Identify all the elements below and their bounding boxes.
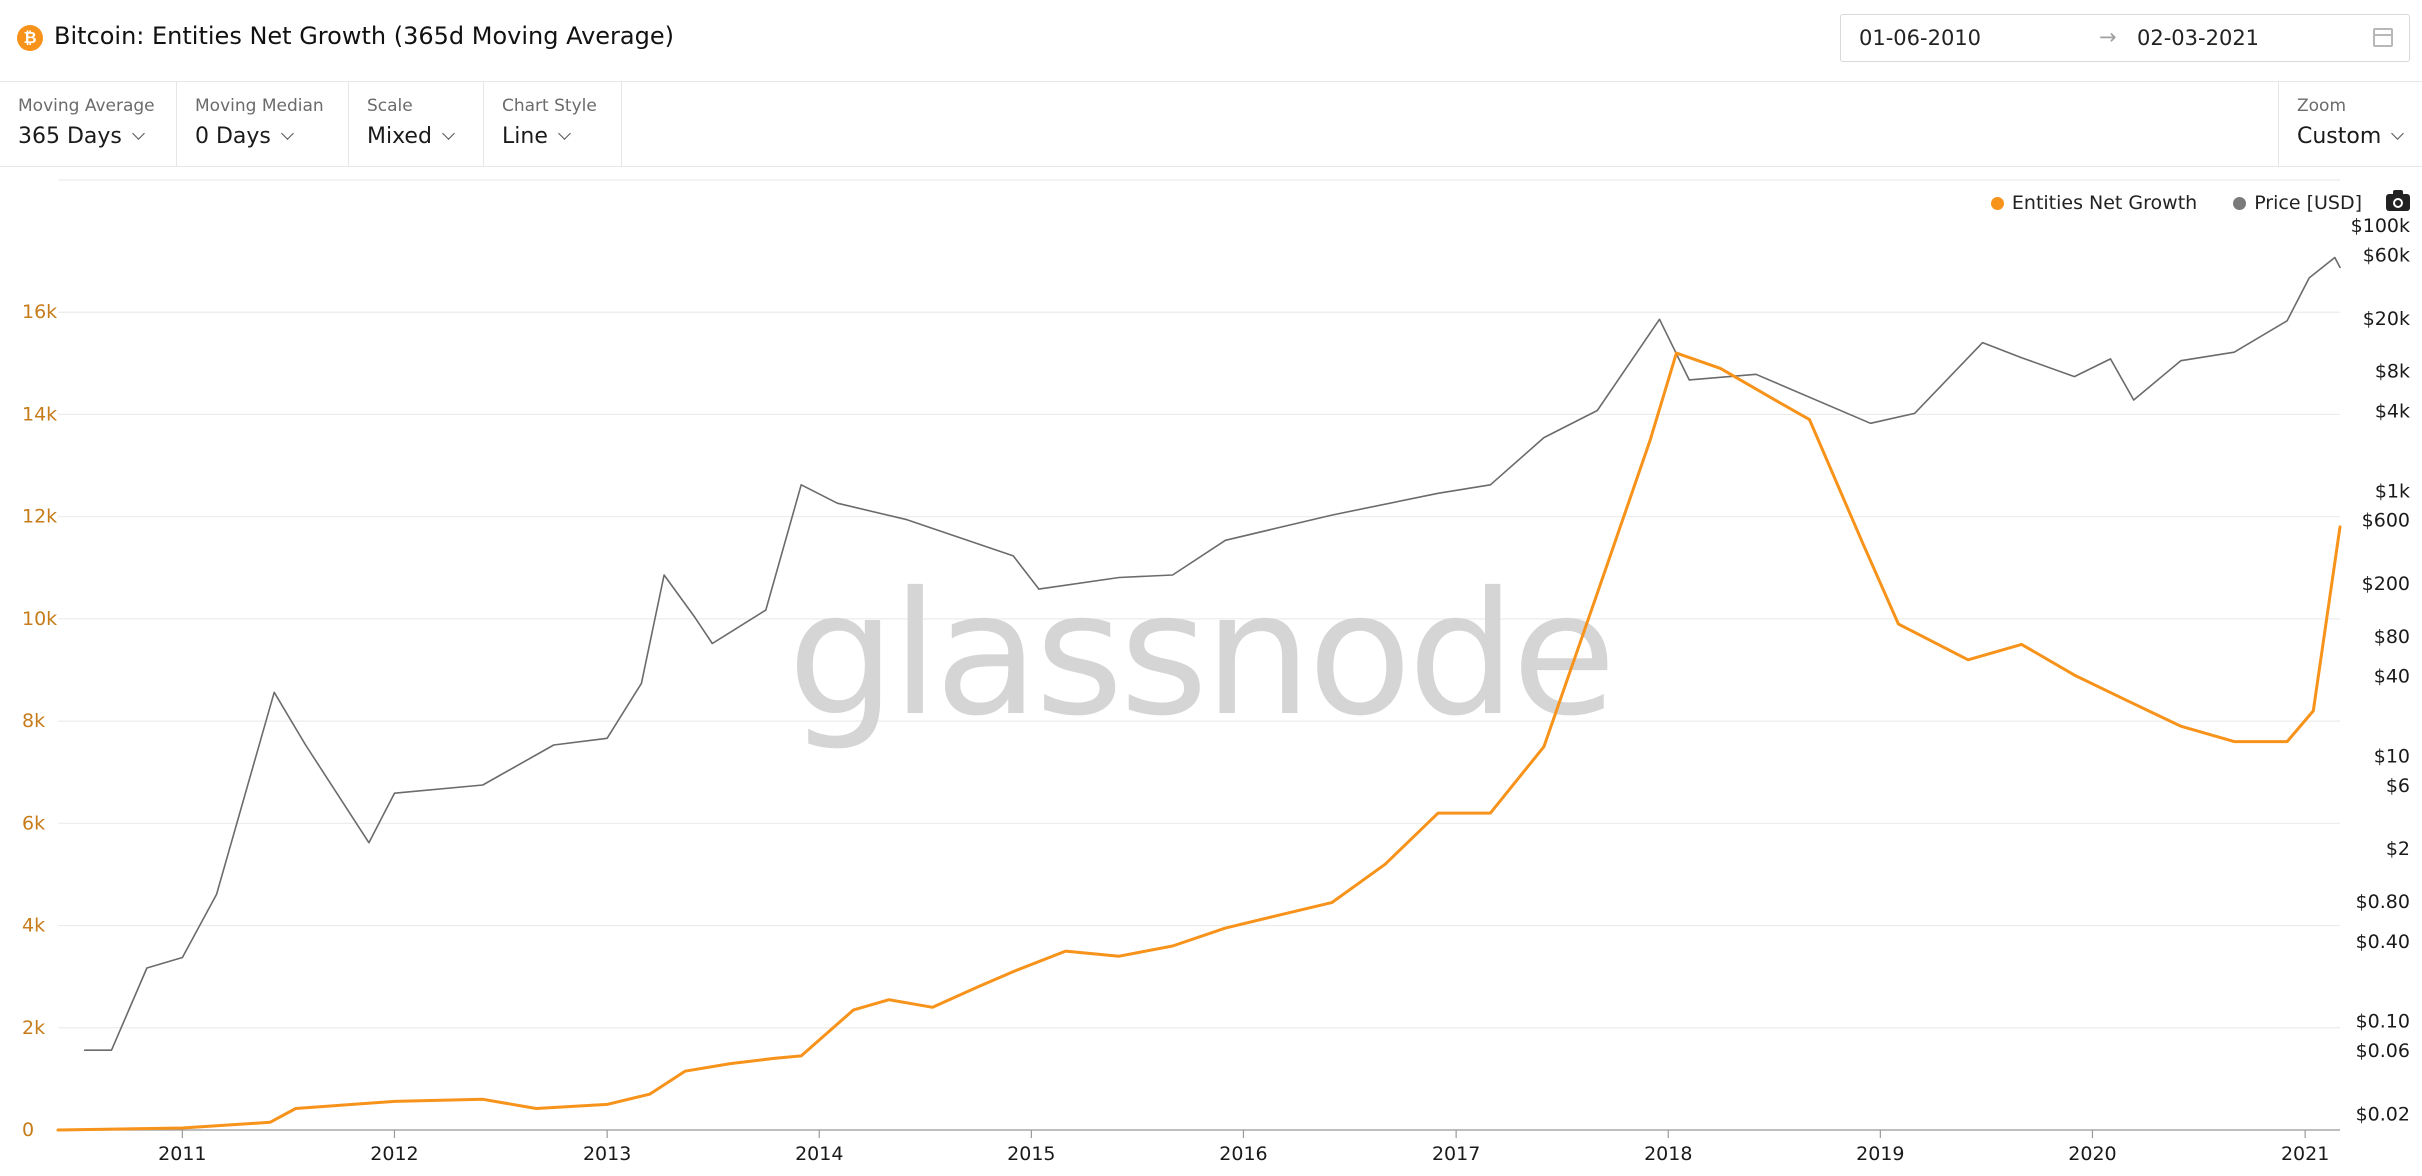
y-left-tick-label: 4k <box>22 915 45 937</box>
y-left-tick-label: 14k <box>22 403 57 425</box>
y-left-tick-label: 2k <box>22 1017 45 1039</box>
x-tick-label: 2019 <box>1856 1143 1904 1165</box>
zoom-label: Zoom <box>2297 96 2347 116</box>
y-axis-right: $0.02 $0.06 $0.10 $0.40 $0.80 $2 $6 $10 $40 $80 $2… <box>2351 215 2410 1125</box>
moving-average-label: Moving Average <box>18 96 155 116</box>
x-tick-label: 2014 <box>795 1143 843 1165</box>
y-left-tick-label: 10k <box>22 608 57 630</box>
y-right-tick-label: $40 <box>2374 666 2410 688</box>
arrow-right-icon: → <box>2099 25 2117 49</box>
y-left-tick-label: 8k <box>22 710 45 732</box>
y-right-tick-label: $8k <box>2375 361 2410 383</box>
y-right-tick-label: $0.06 <box>2356 1040 2410 1062</box>
y-right-tick-label: $20k <box>2363 308 2410 330</box>
chart-legend: Entities Net Growth Price [USD] <box>1990 192 2362 214</box>
date-range-picker[interactable]: → <box>1840 14 2410 62</box>
calendar-icon[interactable] <box>2373 28 2393 47</box>
x-axis: 2011 2012 2013 2014 2015 2016 2017 2018 2019 2020… <box>58 1129 2340 1165</box>
y-left-tick-label: 12k <box>22 506 57 528</box>
scale-select[interactable]: Scale Mixed <box>349 82 484 166</box>
y-left-tick-label: 16k <box>22 301 57 323</box>
legend-dot-price <box>2233 196 2247 210</box>
page-title: Bitcoin: Entities Net Growth (365d Movin… <box>54 22 674 50</box>
scale-value: Mixed <box>367 124 432 149</box>
x-tick-label: 2018 <box>1644 1143 1692 1165</box>
y-right-tick-label: $60k <box>2363 245 2410 267</box>
y-right-tick-label: $4k <box>2375 400 2410 422</box>
y-right-tick-label: $6 <box>2386 775 2410 797</box>
moving-average-select[interactable]: Moving Average 365 Days <box>0 82 177 166</box>
chart-style-value: Line <box>502 124 548 149</box>
moving-average-value: 365 Days <box>18 124 122 149</box>
series-line-price-usd[interactable] <box>83 256 2341 1051</box>
header-bar: ₿ Bitcoin: Entities Net Growth (365d Mov… <box>0 0 2422 82</box>
chart-style-label: Chart Style <box>502 96 597 116</box>
y-right-tick-label: $0.80 <box>2356 891 2410 913</box>
y-right-tick-label: $1k <box>2375 480 2410 502</box>
x-tick-label: 2017 <box>1432 1143 1480 1165</box>
chevron-down-icon <box>557 127 571 140</box>
x-tick-label: 2020 <box>2068 1143 2116 1165</box>
moving-median-value: 0 Days <box>195 124 271 149</box>
camera-icon[interactable] <box>2386 190 2410 211</box>
chevron-down-icon <box>281 127 294 140</box>
y-left-tick-label: 0 <box>22 1119 34 1141</box>
y-right-tick-label: $2 <box>2386 838 2410 860</box>
y-left-tick-label: 6k <box>22 812 45 834</box>
x-tick-label: 2012 <box>370 1143 418 1165</box>
y-right-tick-label: $0.40 <box>2356 931 2410 953</box>
y-right-tick-label: $0.02 <box>2356 1103 2410 1125</box>
moving-median-select[interactable]: Moving Median 0 Days <box>177 82 349 166</box>
legend-item-price[interactable]: Price [USD] <box>2233 192 2362 214</box>
x-tick-label: 2011 <box>158 1143 206 1165</box>
y-right-tick-label: $100k <box>2351 215 2410 237</box>
zoom-select[interactable]: Zoom Custom <box>2278 82 2422 166</box>
moving-median-label: Moving Median <box>195 96 324 116</box>
bitcoin-logo-icon: ₿ <box>17 25 43 51</box>
x-tick-label: 2013 <box>583 1143 631 1165</box>
series-line-entities-net-growth[interactable] <box>56 351 2342 1132</box>
chart-options-toolbar: Moving Average 365 Days Moving Median 0 … <box>0 82 2422 167</box>
chevron-down-icon <box>132 127 145 140</box>
y-right-tick-label: $600 <box>2362 510 2410 532</box>
y-right-tick-label: $80 <box>2374 626 2410 648</box>
y-axis-left: 0 2k 4k 6k 8k 10k 12k 14k 16k <box>22 301 57 1141</box>
legend-label-entities: Entities Net Growth <box>2011 192 2198 214</box>
x-tick-label: 2015 <box>1007 1143 1055 1165</box>
end-date-input[interactable] <box>2137 15 2357 61</box>
zoom-value: Custom <box>2297 124 2382 149</box>
legend-dot-entities <box>1990 196 2004 210</box>
legend-label-price: Price [USD] <box>2254 192 2362 214</box>
scale-label: Scale <box>367 96 413 116</box>
chevron-down-icon <box>442 127 455 140</box>
start-date-input[interactable] <box>1859 15 2089 61</box>
glassnode-watermark: glassnode <box>788 556 1613 754</box>
x-tick-label: 2016 <box>1219 1143 1267 1165</box>
y-right-tick-label: $10 <box>2374 746 2410 768</box>
x-tick-label: 2021 <box>2281 1143 2329 1165</box>
chevron-down-icon <box>2391 127 2405 140</box>
legend-item-entities[interactable]: Entities Net Growth <box>1990 192 2198 214</box>
chart-style-select[interactable]: Chart Style Line <box>484 82 622 166</box>
y-right-tick-label: $0.10 <box>2356 1011 2410 1033</box>
y-right-tick-label: $200 <box>2362 573 2410 595</box>
series-layer <box>56 256 2342 1132</box>
